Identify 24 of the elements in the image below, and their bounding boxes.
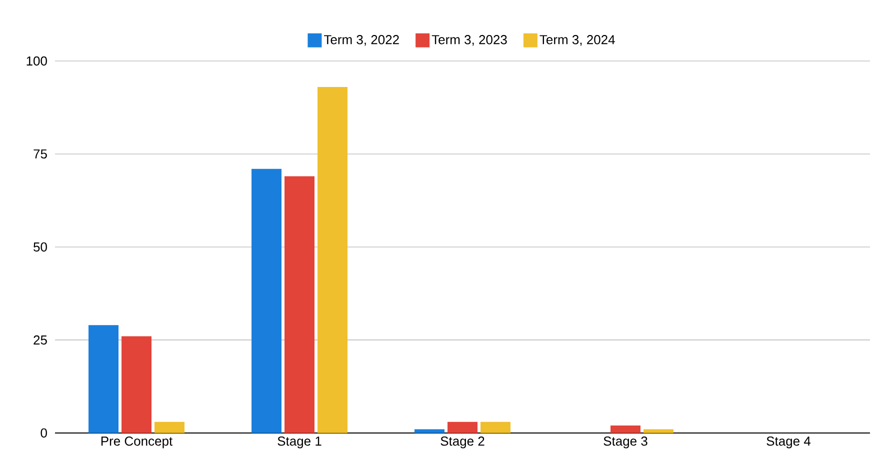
x-tick-label: Stage 3 [604,436,648,448]
bar [154,422,185,433]
legend-label: Term 3, 2023 [432,35,507,46]
bar [318,87,348,433]
legend-label: Term 3, 2024 [540,35,615,46]
x-tick-label: Pre Concept [101,436,173,448]
y-tick-label: 0 [40,428,47,438]
bar [644,429,674,433]
legend-label: Term 3, 2022 [324,35,399,46]
bar [88,325,119,433]
bar [448,422,478,433]
y-tick-label: 50 [34,242,47,252]
y-tick-label: 100 [26,56,47,66]
bar [284,176,315,433]
x-tick-label: Stage 1 [278,436,322,448]
bar [610,426,640,433]
y-tick-label: 75 [34,149,47,159]
bar [414,429,445,433]
bar [122,336,152,433]
y-tick-label: 25 [34,335,47,345]
bar [480,422,511,433]
x-tick-label: Stage 4 [766,436,811,448]
bar [252,168,282,433]
x-tick-label: Stage 2 [440,436,484,448]
